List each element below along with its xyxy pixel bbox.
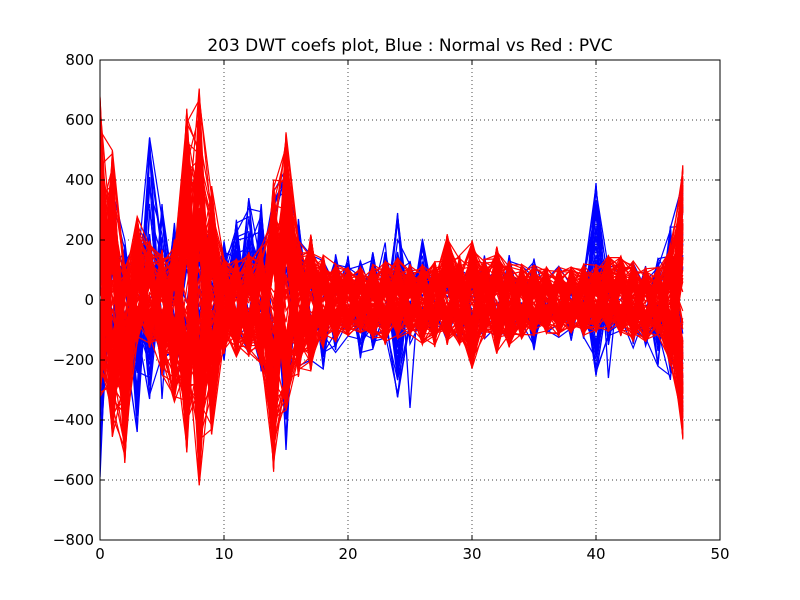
series-layer bbox=[100, 88, 684, 486]
x-tick-label: 0 bbox=[95, 545, 105, 563]
x-tick-label: 40 bbox=[586, 545, 605, 563]
y-tick-label: −600 bbox=[53, 471, 94, 489]
y-tick-label: 800 bbox=[65, 51, 94, 69]
x-tick-label: 10 bbox=[214, 545, 233, 563]
x-tick-label: 50 bbox=[710, 545, 729, 563]
y-tick-label: 600 bbox=[65, 111, 94, 129]
y-tick-label: 200 bbox=[65, 231, 94, 249]
chart-title: 203 DWT coefs plot, Blue : Normal vs Red… bbox=[207, 36, 612, 56]
pvc-series-line bbox=[100, 210, 684, 431]
pvc-series-line bbox=[100, 122, 684, 414]
y-tick-label: −400 bbox=[53, 411, 94, 429]
pvc-series-line bbox=[100, 161, 684, 361]
pvc-series-line bbox=[100, 100, 684, 427]
y-tick-label: 400 bbox=[65, 171, 94, 189]
y-tick-label: −800 bbox=[53, 531, 94, 549]
plot-area: 0 10 20 30 40 50 −800 −600 −400 −200 0 200 400 600 800 bbox=[53, 51, 730, 563]
y-tick-label: 0 bbox=[84, 291, 94, 309]
pvc-series-line bbox=[100, 111, 684, 476]
y-tick-label: −200 bbox=[53, 351, 94, 369]
x-tick-label: 20 bbox=[338, 545, 357, 563]
x-tick-label: 30 bbox=[462, 545, 481, 563]
